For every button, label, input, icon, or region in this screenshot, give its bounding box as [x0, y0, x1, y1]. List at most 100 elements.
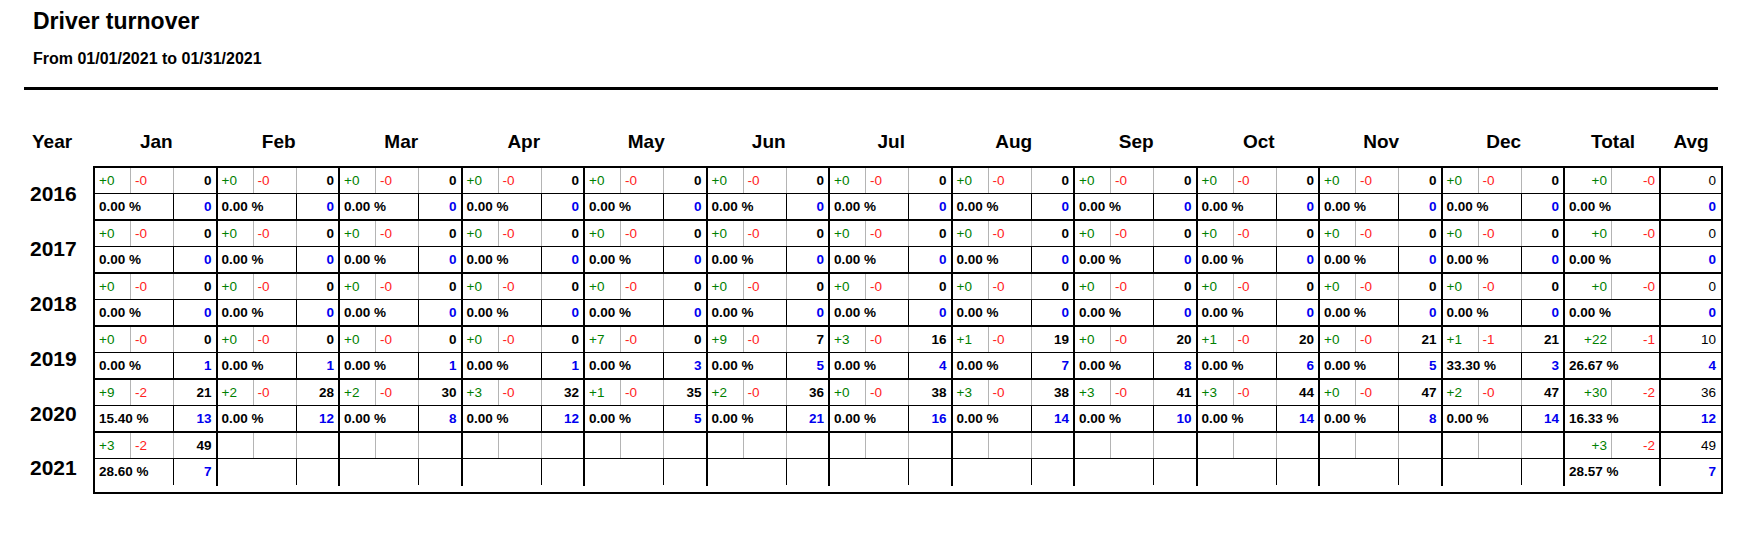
driver-count: 0: [786, 168, 829, 193]
driver-count: 0: [1276, 274, 1319, 299]
lost-value: -0: [1355, 168, 1398, 193]
turnover-count: 0: [1031, 300, 1074, 326]
turnover-percent: 0.00 %: [708, 247, 786, 273]
cell-bottom-2021-jan: 28.60 %7: [95, 459, 216, 485]
gained-value: +0: [1198, 168, 1233, 193]
turnover-percent: 0.00 %: [218, 194, 296, 220]
avg-top-2018: 0: [1661, 274, 1721, 300]
cell-bottom-2021-dec: [1443, 459, 1564, 485]
column-header-oct: Oct: [1198, 131, 1321, 153]
lost-value: [743, 433, 786, 458]
driver-count: [1153, 433, 1196, 458]
lost-value: -0: [620, 380, 663, 405]
cell-top-2017-feb: +0-00: [218, 221, 339, 247]
turnover-percent: 0.00 %: [953, 353, 1031, 379]
cell-2020-jan: +9-22115.40 %13: [95, 380, 218, 431]
lost-value: -0: [1478, 168, 1521, 193]
cell-top-2016-apr: +0-00: [463, 168, 584, 194]
turnover-percent: 0.00 %: [830, 300, 908, 326]
cell-2016-jul: +0-000.00 %0: [830, 168, 953, 219]
turnover-percent: 0.00 %: [463, 406, 541, 432]
cell-bottom-2017-dec: 0.00 %0: [1443, 247, 1564, 273]
driver-count: 44: [1276, 380, 1319, 405]
turnover-percent: 0.00 %: [1320, 194, 1398, 220]
gained-value: [1198, 433, 1233, 458]
cell-bottom-2020-may: 0.00 %5: [585, 406, 706, 432]
cell-top-2021-sep: [1075, 433, 1196, 459]
cell-2018-jun: +0-000.00 %0: [708, 274, 831, 325]
turnover-percent: 0.00 %: [340, 247, 418, 273]
cell-bottom-2016-jun: 0.00 %0: [708, 194, 829, 220]
gained-value: [1443, 433, 1478, 458]
turnover-percent: 0.00 %: [830, 247, 908, 273]
turnover-percent: 0.00 %: [1198, 406, 1276, 432]
lost-value: -0: [1110, 327, 1153, 352]
turnover-percent: 0.00 %: [1443, 194, 1521, 220]
lost-value: -0: [743, 168, 786, 193]
cell-bottom-2018-feb: 0.00 %0: [218, 300, 339, 326]
lost-value: -0: [1233, 168, 1276, 193]
lost-value: -0: [498, 221, 541, 246]
cell-top-2020-jun: +2-036: [708, 380, 829, 406]
gained-value: +1: [1198, 327, 1233, 352]
cell-bottom-2019-aug: 0.00 %7: [953, 353, 1074, 379]
lost-value: -0: [375, 327, 418, 352]
lost-value: -0: [1355, 274, 1398, 299]
total-turnover-percent: 16.33 %: [1565, 406, 1659, 432]
cell-2021-apr: [463, 433, 586, 486]
year-row-2021: +3-24928.60 %7+3-228.57 %497: [95, 433, 1721, 486]
turnover-count: 0: [908, 300, 951, 326]
turnover-percent: 0.00 %: [1320, 353, 1398, 379]
driver-count: 38: [1031, 380, 1074, 405]
driver-count: 47: [1521, 380, 1564, 405]
turnover-count: [1031, 459, 1074, 485]
cell-top-2019-jan: +0-00: [95, 327, 216, 353]
cell-2018-mar: +0-000.00 %0: [340, 274, 463, 325]
turnover-percent: 0.00 %: [1198, 194, 1276, 220]
avg-turnover-count: 0: [1661, 247, 1721, 273]
cell-top-2019-sep: +0-020: [1075, 327, 1196, 353]
avg-turnover-count: 0: [1661, 194, 1721, 220]
lost-value: -2: [130, 433, 173, 458]
gained-value: [830, 433, 865, 458]
column-header-aug: Aug: [953, 131, 1076, 153]
lost-value: -0: [498, 274, 541, 299]
cell-2019-oct: +1-0200.00 %6: [1198, 327, 1321, 378]
cell-2016-mar: +0-000.00 %0: [340, 168, 463, 219]
turnover-count: 0: [418, 247, 461, 273]
gained-value: +2: [218, 380, 253, 405]
cell-top-2020-jan: +9-221: [95, 380, 216, 406]
driver-count: 21: [1521, 327, 1564, 352]
avg-bottom-2020: 12: [1661, 406, 1721, 432]
gained-value: +0: [830, 168, 865, 193]
cell-2019-mar: +0-000.00 %1: [340, 327, 463, 378]
turnover-count: 5: [1398, 353, 1441, 379]
turnover-count: 0: [173, 300, 216, 326]
cell-bottom-2018-jul: 0.00 %0: [830, 300, 951, 326]
gained-value: [340, 433, 375, 458]
turnover-count: 10: [1153, 406, 1196, 432]
driver-count: 0: [173, 327, 216, 352]
column-header-nov: Nov: [1320, 131, 1443, 153]
avg-turnover-count: 12: [1661, 406, 1721, 432]
gained-value: +0: [340, 274, 375, 299]
cell-bottom-2021-mar: [340, 459, 461, 485]
turnover-count: 0: [1398, 247, 1441, 273]
cell-bottom-2019-dec: 33.30 %3: [1443, 353, 1564, 379]
driver-count: 0: [1521, 274, 1564, 299]
lost-value: -0: [1478, 221, 1521, 246]
driver-count: [663, 433, 706, 458]
cell-top-2016-mar: +0-00: [340, 168, 461, 194]
gained-value: +0: [1075, 221, 1110, 246]
year-label-2018: 2018: [0, 276, 93, 331]
cell-2018-jan: +0-000.00 %0: [95, 274, 218, 325]
turnover-count: 0: [296, 194, 339, 220]
cell-bottom-2019-sep: 0.00 %8: [1075, 353, 1196, 379]
gained-value: +0: [953, 221, 988, 246]
cell-2020-sep: +3-0410.00 %10: [1075, 380, 1198, 431]
cell-2021-nov: [1320, 433, 1443, 486]
cell-2019-jul: +3-0160.00 %4: [830, 327, 953, 378]
turnover-count: 0: [786, 194, 829, 220]
cell-2020-jun: +2-0360.00 %21: [708, 380, 831, 431]
cell-2021-feb: [218, 433, 341, 486]
